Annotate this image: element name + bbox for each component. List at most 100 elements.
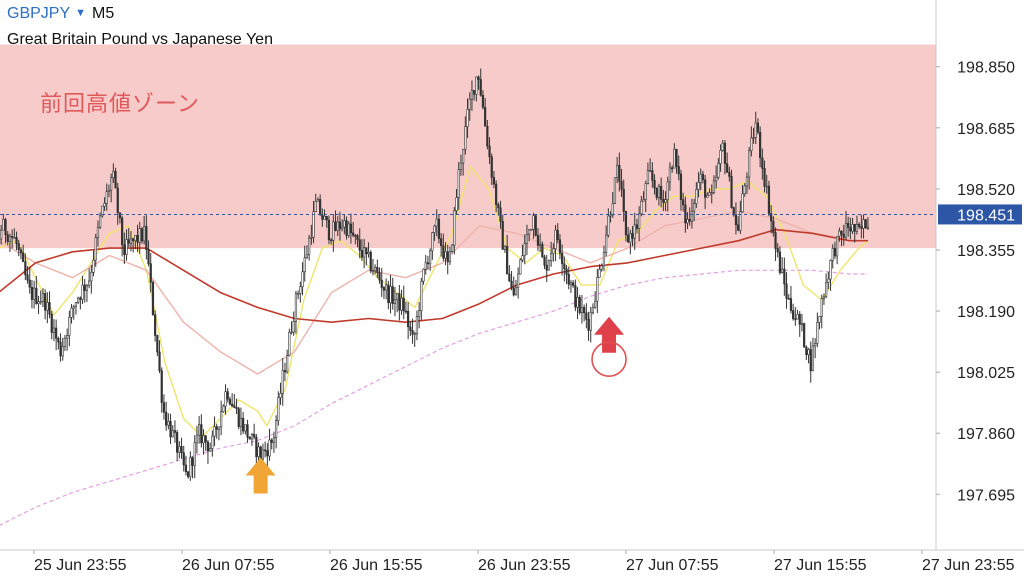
candle — [268, 428, 271, 461]
candle — [347, 221, 350, 238]
candle — [721, 139, 724, 152]
candle-body — [838, 230, 841, 237]
symbol-name[interactable]: GBPJPY — [7, 5, 71, 22]
candle-body — [547, 260, 551, 271]
candle-body — [259, 446, 262, 460]
candle-body — [543, 256, 546, 266]
candle — [796, 309, 799, 320]
dropdown-caret-icon[interactable]: ▼ — [75, 7, 87, 19]
candle — [770, 205, 773, 234]
candle-body — [68, 317, 71, 336]
candle-body — [387, 284, 390, 304]
candle — [602, 245, 606, 272]
candle — [510, 270, 513, 291]
candle — [752, 127, 755, 144]
candle — [418, 301, 421, 329]
candle-body — [28, 279, 31, 288]
candle-body — [169, 421, 172, 438]
candle-body — [215, 426, 218, 430]
candle-body — [30, 287, 34, 300]
candle-body — [415, 316, 419, 335]
candle-body — [61, 346, 64, 357]
candle-body — [481, 94, 485, 108]
candle-body — [290, 331, 293, 334]
candle — [88, 268, 91, 289]
candle-body — [145, 226, 148, 250]
candle — [787, 294, 790, 300]
timeframe-label[interactable]: M5 — [92, 5, 115, 22]
candle — [233, 393, 236, 409]
candle-body — [195, 434, 199, 444]
candle — [13, 228, 16, 239]
candle-body — [495, 183, 498, 205]
candle-body — [107, 189, 111, 192]
candle — [136, 224, 139, 252]
candle — [312, 201, 315, 244]
candle-body — [220, 411, 223, 428]
candle — [147, 240, 150, 267]
candle — [794, 307, 797, 326]
candle — [341, 219, 344, 232]
candle-body — [862, 219, 865, 229]
candle-body — [679, 173, 683, 200]
candle — [6, 230, 9, 246]
candle-body — [842, 233, 845, 238]
candle-body — [851, 224, 854, 232]
candle — [585, 303, 588, 329]
candle-body — [402, 297, 405, 312]
candle-body — [101, 205, 104, 217]
candle — [765, 174, 768, 194]
candle — [462, 148, 465, 176]
candle — [572, 280, 575, 288]
candle — [442, 233, 445, 262]
candle — [783, 257, 786, 296]
candle-body — [411, 330, 414, 335]
candle — [244, 424, 247, 435]
candle — [204, 435, 207, 451]
candle — [211, 430, 214, 457]
candle-body — [272, 437, 276, 443]
candle-body — [624, 211, 628, 236]
candle-body — [323, 216, 326, 220]
candle-body — [136, 235, 139, 243]
candle — [633, 212, 636, 250]
red-up-arrow-icon — [594, 316, 625, 353]
candle-body — [662, 198, 665, 203]
candle — [55, 319, 58, 351]
candle — [105, 183, 108, 211]
candle — [620, 168, 623, 197]
candle-body — [398, 293, 401, 311]
candle-body — [92, 259, 95, 273]
candle-body — [99, 215, 102, 228]
candle — [429, 248, 432, 271]
candle — [690, 198, 694, 229]
candle — [11, 229, 14, 249]
candle-body — [530, 228, 533, 231]
candle — [594, 291, 597, 309]
candle-body — [433, 225, 436, 233]
candle — [710, 184, 713, 204]
candle-body — [66, 335, 69, 339]
x-tick-label: 26 Jun 23:55 — [478, 557, 571, 574]
current-price-label: 198.451 — [957, 207, 1015, 224]
candle — [4, 217, 7, 244]
symbol-header[interactable]: GBPJPY ▼ M5 — [7, 5, 114, 23]
candle — [237, 406, 240, 430]
candle-body — [105, 191, 108, 204]
candle — [345, 216, 348, 240]
candle — [532, 212, 535, 239]
candle — [506, 234, 509, 275]
candle — [213, 416, 216, 447]
candle — [215, 423, 218, 439]
candle-body — [50, 313, 53, 333]
candle — [382, 285, 386, 299]
candle-body — [580, 307, 584, 313]
candle-body — [712, 180, 716, 194]
candle — [484, 98, 487, 127]
candle-body — [6, 234, 9, 242]
candle — [343, 214, 346, 235]
candle — [774, 227, 777, 261]
candle-body — [660, 185, 663, 200]
